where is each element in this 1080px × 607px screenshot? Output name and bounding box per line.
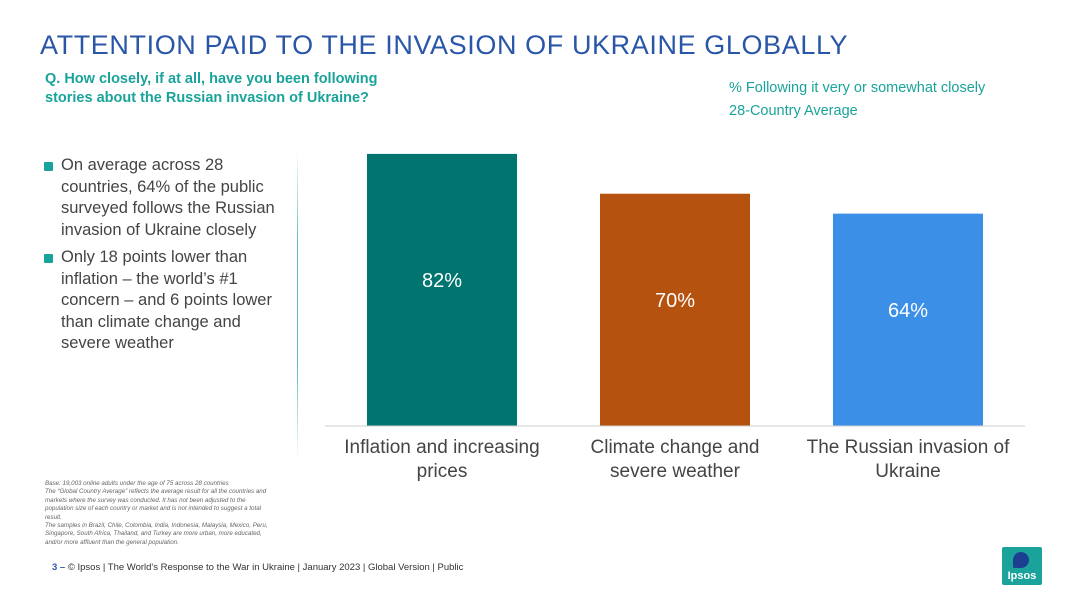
footer: 3 – © Ipsos | The World's Response to th…: [52, 562, 463, 573]
bullet-icon: [44, 162, 53, 171]
base-note-line: The “Global Country Average” reflects th…: [45, 488, 267, 521]
key-findings: On average across 28 countries, 64% of t…: [44, 155, 294, 361]
finding-text: Only 18 points lower than inflation – th…: [61, 248, 272, 352]
bar-value-label: 82%: [422, 270, 462, 292]
category-label: The Russian invasion of Ukraine: [807, 437, 1010, 482]
average-label: 28-Country Average: [729, 103, 858, 119]
base-note-line: Base: 19,003 online adults under the age…: [45, 480, 229, 487]
finding-item: On average across 28 countries, 64% of t…: [44, 155, 294, 241]
measure-label: % Following it very or somewhat closely: [729, 80, 986, 96]
page-number: 3 –: [52, 562, 66, 573]
ipsos-logo: Ipsos: [1002, 547, 1042, 585]
bullet-icon: [44, 254, 53, 263]
finding-item: Only 18 points lower than inflation – th…: [44, 247, 294, 355]
logo-mark-icon: [1013, 552, 1029, 568]
bar: [833, 213, 983, 426]
bar-value-label: 64%: [888, 300, 928, 322]
logo-text: Ipsos: [1007, 570, 1037, 582]
bar: [367, 153, 517, 426]
category-label: Climate change and severe weather: [591, 437, 760, 482]
survey-question: Q. How closely, if at all, have you been…: [45, 71, 378, 106]
page-title: ATTENTION PAID TO THE INVASION OF UKRAIN…: [40, 30, 849, 60]
bar: [600, 193, 750, 426]
column-divider: [297, 150, 298, 460]
footer-text: © Ipsos | The World's Response to the Wa…: [67, 562, 464, 573]
measure-note: % Following it very or somewhat closely …: [729, 77, 985, 123]
finding-text: On average across 28 countries, 64% of t…: [61, 156, 275, 239]
category-label: Inflation and increasing prices: [344, 437, 539, 482]
bar-value-label: 70%: [655, 290, 695, 312]
base-note-line: The samples in Brazil, Chile, Colombia, …: [45, 522, 268, 546]
base-note: Base: 19,003 online adults under the age…: [45, 480, 270, 547]
